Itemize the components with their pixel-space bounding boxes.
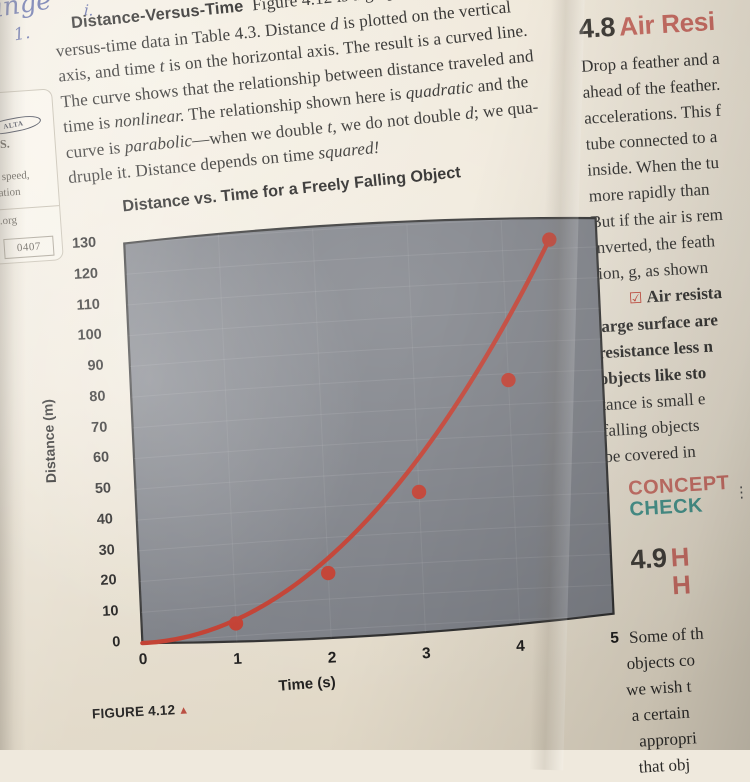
body-paragraph: Distance-Versus-Time Figure 4.12 is a gr… (52, 0, 587, 191)
chart-data-point (501, 372, 516, 388)
chart-x-tick: 0 (138, 650, 148, 669)
callout-text-1: Air resista (646, 282, 723, 307)
figure-caption-triangle-icon: ▲ (177, 704, 190, 718)
margin-box-pill: ALTA (0, 112, 43, 138)
section-4-8-heading: 4.8 Air Resi (578, 4, 750, 46)
section-4-9-title-1: H (669, 541, 691, 573)
check-circle-icon: ☑ (628, 290, 643, 308)
chart-x-tick: 4 (515, 637, 526, 656)
margin-box-line-d: ks.org (0, 214, 18, 228)
figure-4-12-chart: Distance vs. Time for a Freely Falling O… (24, 163, 648, 741)
chart-data-point (321, 565, 336, 581)
chart-gridlines (123, 215, 615, 647)
chart-data-point (228, 616, 244, 631)
chart-x-tick: 3 (421, 644, 432, 663)
section-4-8-number: 4.8 (578, 11, 616, 44)
section-4-8-title: Air Resi (618, 5, 716, 42)
chart-x-tick: 1 (232, 650, 243, 669)
chart-x-tick: 5 (609, 629, 620, 647)
handwriting-mark: 1. (12, 22, 32, 46)
chart-data-markers (228, 232, 557, 631)
chart-plot-area: Distance (m) 0 10 20 30 40 50 60 70 80 90 100 110 12… (26, 209, 647, 706)
margin-box-line-a: KS. (0, 136, 11, 152)
chart-svg (123, 215, 615, 647)
chart-data-point (542, 232, 557, 247)
chart-data-point (411, 484, 427, 500)
margin-box-line-b: ing speed, (0, 169, 30, 184)
handwriting-word: ange (0, 0, 54, 26)
margin-box-line-c: eration (0, 185, 21, 200)
concept-check-dots-icon: ⋮ (733, 484, 750, 502)
section-4-9-title-2: H (671, 569, 692, 601)
chart-x-tick: 2 (327, 648, 337, 667)
